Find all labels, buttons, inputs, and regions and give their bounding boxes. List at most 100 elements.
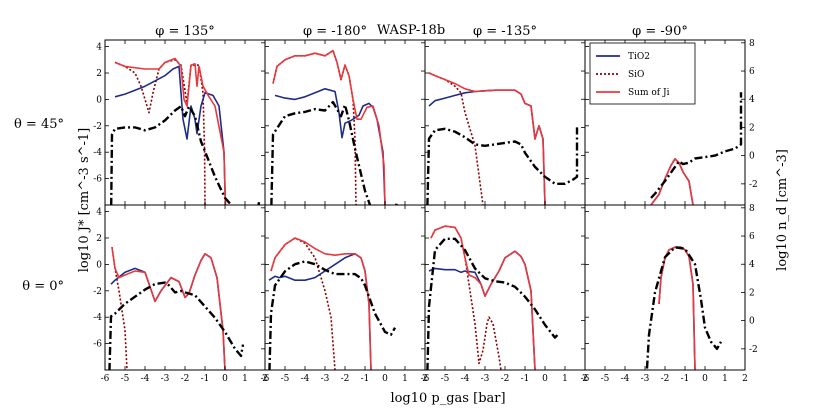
x-tick-label: -6 [261, 374, 270, 384]
row-label-top: θ = 45° [14, 117, 64, 132]
x-tick-label: -5 [281, 374, 290, 384]
x-tick-label: -4 [301, 374, 310, 384]
y-tick-label-right: 2 [749, 123, 755, 133]
y-tick-label-right: 8 [749, 39, 755, 49]
series-nd-line [645, 246, 723, 369]
series-nd-line [426, 127, 579, 205]
panel-frame [104, 39, 266, 206]
x-tick-label: -5 [601, 374, 610, 384]
legend: TiO2 SiO Sum of Ji [589, 42, 696, 105]
x-tick-label: -3 [641, 374, 650, 384]
panel-r0-c2 [424, 39, 586, 206]
series-sum-line [650, 158, 694, 205]
series-sio-line [428, 72, 484, 205]
y-tick-label-right: 4 [749, 260, 755, 270]
legend-frame [589, 42, 696, 105]
x-tick-label: -2 [181, 374, 190, 384]
legend-label-sum: Sum of Ji [628, 88, 670, 98]
panel-frame [424, 39, 586, 206]
x-tick-label: -1 [201, 374, 210, 384]
x-tick-label: 0 [222, 374, 228, 384]
x-tick-label: 0 [702, 374, 708, 384]
series-tio2-line [110, 253, 226, 370]
panel-frame [264, 204, 426, 371]
x-tick-label: -4 [621, 374, 630, 384]
y-tick-label-right: 4 [749, 95, 755, 105]
y-tick-label-left: 0 [96, 260, 102, 270]
series-sio-line [430, 225, 502, 370]
x-tick-label: 2 [422, 374, 428, 384]
row-label-bottom: θ = 0° [22, 279, 64, 294]
panel-r0-c3: 8 6 4 2 0 -2 [584, 39, 758, 206]
x-tick-label: 2 [742, 374, 748, 384]
x-tick-label: -5 [441, 374, 450, 384]
x-tick-label: 2 [582, 374, 588, 384]
y-tick-label-left: -6 [93, 340, 102, 350]
x-tick-label: -6 [421, 374, 430, 384]
x-tick-label: -4 [461, 374, 470, 384]
y-tick-label-left: -6 [93, 175, 102, 185]
x-tick-label: 1 [242, 374, 248, 384]
x-tick-label: -2 [341, 374, 350, 384]
x-tick-label: -2 [661, 374, 670, 384]
series-sio-line [111, 247, 128, 370]
y-tick-label-right: 2 [749, 288, 755, 298]
y-tick-label-right: -2 [749, 180, 758, 190]
y-tick-label-right: 0 [749, 317, 755, 327]
chart-title: WASP-18b [377, 23, 445, 38]
y-tick-label-left: 2 [96, 234, 102, 244]
panel-frame [584, 204, 746, 371]
column-title-1: φ = 135° [155, 24, 215, 39]
x-tick-label: -3 [481, 374, 490, 384]
y-tick-label-left: -4 [93, 313, 102, 323]
series-nd-line [109, 105, 261, 205]
panel-r1-c1: -6 -5 -4 -3 -2 -1 0 1 2 [261, 204, 428, 384]
y-tick-label-right: 0 [749, 152, 755, 162]
panel-frame [104, 204, 266, 371]
series-nd-line [270, 100, 399, 205]
legend-label-sio: SiO [628, 70, 644, 80]
column-title-4: φ = -90° [632, 24, 688, 39]
y-tick-label-right: -2 [749, 345, 758, 355]
y-axis-label-right: log10 n_d [cm^-3] [775, 149, 790, 271]
x-tick-label: 1 [562, 374, 568, 384]
y-tick-label-left: -4 [93, 148, 102, 158]
x-axis-label: log10 p_gas [bar] [390, 391, 505, 406]
y-tick-label-right: 8 [749, 204, 755, 214]
x-tick-label: -6 [581, 374, 590, 384]
x-tick-label: -1 [361, 374, 370, 384]
series-sum-line [428, 72, 546, 205]
panel-r1-c0: -6 -5 -4 -3 -2 -1 0 1 2 4 2 0 -2 -4 -6 [93, 204, 268, 384]
x-tick-label: -1 [521, 374, 530, 384]
series-sum-line [270, 237, 372, 370]
y-tick-label-left: -2 [93, 122, 102, 132]
series-nd-line [268, 260, 397, 370]
series-sum-line [114, 57, 227, 205]
y-tick-label-left: 4 [96, 208, 102, 218]
x-tick-label: -3 [321, 374, 330, 384]
x-tick-label: 1 [722, 374, 728, 384]
series-sum-line [658, 246, 696, 370]
y-tick-label-right: 6 [749, 67, 755, 77]
x-tick-label: -1 [681, 374, 690, 384]
column-title-2: φ = -180° [303, 24, 367, 39]
series-nd-line [426, 237, 560, 370]
panel-r0-c1 [264, 39, 426, 206]
y-tick-label-left: 2 [96, 69, 102, 79]
series-tio2-line [650, 158, 694, 205]
series-tio2-line [114, 65, 227, 205]
series-sio-line [270, 237, 336, 370]
series-nd-line [108, 281, 245, 370]
panel-r1-c2: -6 -5 -4 -3 -2 -1 0 1 2 [421, 204, 588, 384]
y-tick-label-left: -2 [93, 287, 102, 297]
x-tick-label: -4 [141, 374, 150, 384]
y-axis-label-left: log10 J* [cm^-3 s^-1] [77, 128, 92, 273]
y-tick-label-left: 0 [96, 95, 102, 105]
legend-label-tio2: TiO2 [628, 52, 650, 62]
x-tick-label: -5 [121, 374, 130, 384]
x-tick-label: 0 [542, 374, 548, 384]
column-title-3: φ = -135° [473, 24, 537, 39]
series-sum-line [430, 225, 536, 370]
series-tio2-line [428, 89, 546, 205]
